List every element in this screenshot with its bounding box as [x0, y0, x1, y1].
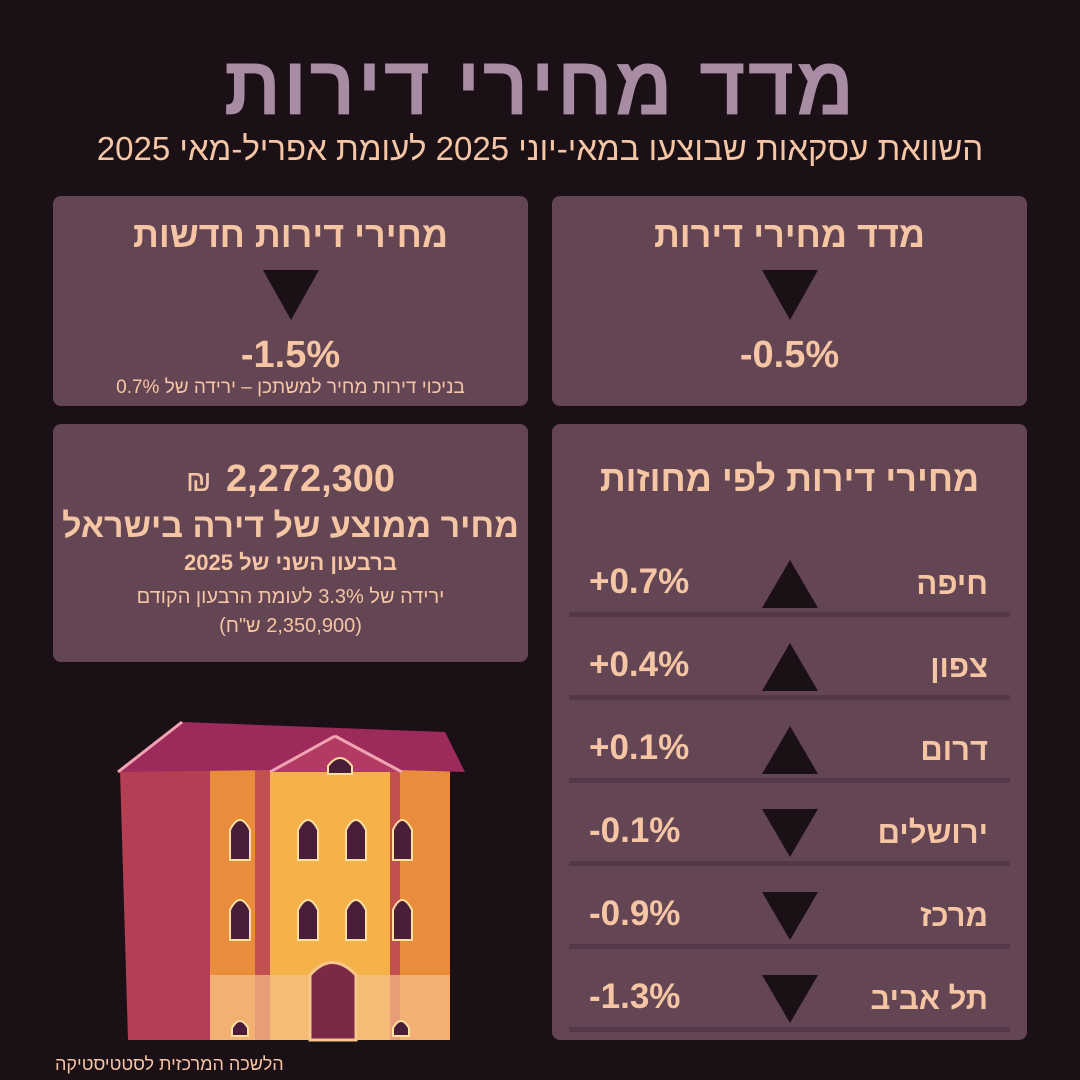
region-name: חיפה [916, 566, 988, 601]
region-row: תל אביב -1.3% [569, 949, 1010, 1032]
region-value: -1.3% [589, 977, 681, 1016]
triangle-down-icon [762, 809, 818, 857]
housing-index-value: -0.5% [739, 334, 840, 376]
triangle-up-icon [762, 560, 818, 608]
region-name: צפון [930, 649, 988, 684]
apartment-building-icon [117, 720, 465, 1042]
housing-index-title: מדד מחירי דירות [653, 214, 926, 255]
shekel-icon: ₪ [185, 465, 212, 498]
page-subtitle: השוואת עסקאות שבוצעו במאי-יוני 2025 לעומ… [96, 130, 984, 167]
region-value: +0.7% [589, 562, 690, 601]
average-price-change: ירידה של 3.3% לעומת הרבעון הקודם [136, 586, 445, 608]
average-price-title: מחיר ממוצע של דירה בישראל [62, 507, 519, 545]
triangle-up-icon [762, 643, 818, 691]
source-credit: הלשכה המרכזית לסטטיסטיקה [55, 1054, 284, 1074]
average-price: ₪ 2,272,300 [53, 458, 528, 501]
region-name: תל אביב [870, 981, 988, 1016]
region-row: צפון +0.4% [569, 617, 1010, 700]
average-price-value: 2,272,300 [225, 458, 396, 500]
triangle-down-icon [262, 270, 319, 320]
triangle-down-icon [762, 975, 818, 1023]
new-apartments-note: בניכוי דירות מחיר למשתכן – ירידה של 0.7% [116, 377, 465, 398]
average-price-period: ברבעון השני של 2025 [184, 550, 397, 575]
region-name: ירושלים [877, 815, 988, 850]
triangle-down-icon [762, 892, 818, 940]
region-value: -0.9% [589, 894, 681, 933]
regions-list: חיפה +0.7% צפון +0.4% דרום +0.1% ירושלים… [569, 534, 1010, 1032]
region-row: מרכז -0.9% [569, 866, 1010, 949]
region-value: +0.4% [589, 645, 690, 684]
new-apartments-title: מחירי דירות חדשות [133, 214, 448, 255]
new-apartments-card: מחירי דירות חדשות -1.5% בניכוי דירות מחי… [53, 196, 528, 406]
region-value: -0.1% [589, 811, 681, 850]
region-row: חיפה +0.7% [569, 534, 1010, 617]
region-row: ירושלים -0.1% [569, 783, 1010, 866]
regions-card: מחירי דירות לפי מחוזות חיפה +0.7% צפון +… [552, 424, 1027, 1040]
average-price-previous: (2,350,900 ש"ח) [219, 615, 362, 637]
region-name: מרכז [920, 898, 988, 933]
page-title: מדד מחירי דירות [223, 38, 857, 133]
region-name: דרום [920, 732, 988, 767]
region-value: +0.1% [589, 728, 690, 767]
triangle-up-icon [762, 726, 818, 774]
housing-index-card: מדד מחירי דירות -0.5% [552, 196, 1027, 406]
triangle-down-icon [761, 270, 818, 320]
regions-title: מחירי דירות לפי מחוזות [599, 458, 980, 499]
average-price-card: ₪ 2,272,300 מחיר ממוצע של דירה בישראל בר… [53, 424, 528, 662]
region-row: דרום +0.1% [569, 700, 1010, 783]
new-apartments-value: -1.5% [240, 334, 341, 376]
